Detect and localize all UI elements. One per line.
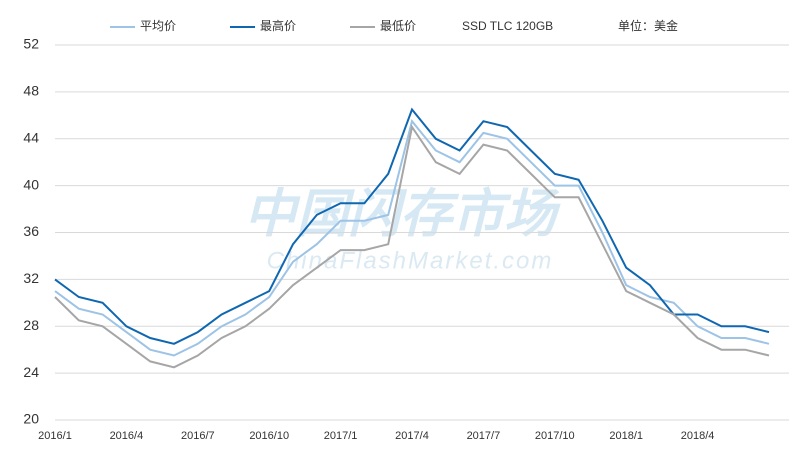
x-tick-label: 2016/1 (38, 430, 72, 442)
legend-label: 最低价 (380, 19, 416, 33)
x-tick-label: 2017/10 (535, 430, 575, 442)
x-tick-label: 2018/1 (609, 430, 643, 442)
x-tick-label: 2017/7 (467, 430, 501, 442)
y-tick-label: 40 (23, 176, 39, 192)
legend-label: 最高价 (260, 18, 296, 33)
watermark: 中国闪存市场 (244, 186, 561, 244)
legend-label: 平均价 (140, 19, 176, 33)
series-line (54, 107, 770, 345)
series-line (54, 124, 770, 369)
x-tick-label: 2016/4 (110, 430, 144, 442)
y-tick-label: 36 (23, 223, 39, 239)
y-tick-label: 52 (23, 36, 39, 52)
y-tick-label: 48 (23, 83, 39, 99)
x-tick-label: 2018/4 (681, 430, 715, 442)
y-tick-label: 44 (23, 129, 39, 145)
x-tick-label: 2016/7 (181, 430, 215, 442)
watermark-sub: ChinaFlashMarket.com (267, 247, 554, 274)
x-tick-label: 2016/10 (249, 430, 289, 442)
y-tick-label: 32 (23, 270, 39, 286)
unit-note: 单位：美金 (618, 18, 678, 33)
x-tick-label: 2017/1 (324, 430, 358, 442)
series-line (54, 119, 770, 357)
y-tick-label: 20 (23, 411, 39, 427)
x-tick-label: 2017/4 (395, 430, 429, 442)
y-tick-label: 24 (23, 364, 39, 380)
y-tick-label: 28 (23, 317, 39, 333)
legend-note: SSD TLC 120GB (462, 19, 553, 33)
